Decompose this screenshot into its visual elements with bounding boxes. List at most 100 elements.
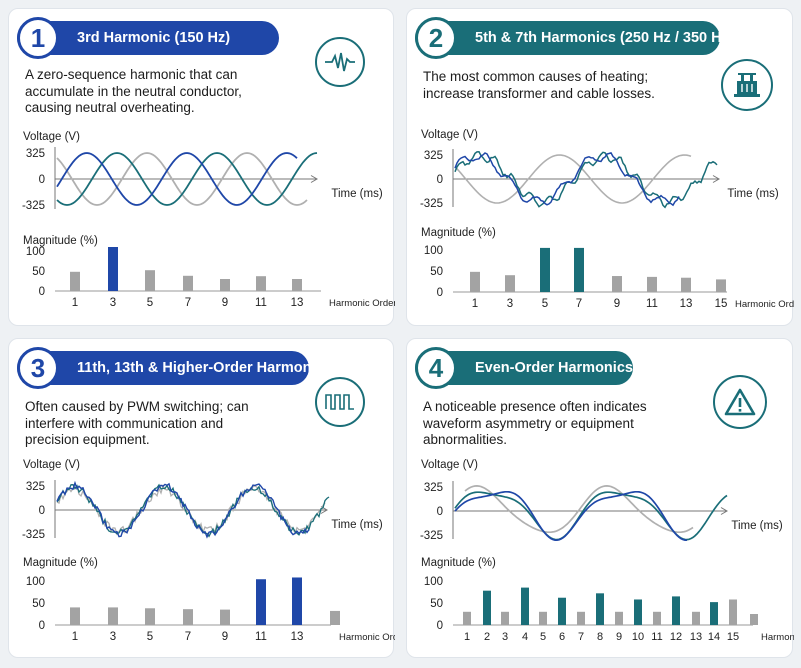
harmonic-order-tick-label: 5 <box>147 631 153 643</box>
panel-4-number: 4 <box>415 347 457 389</box>
time-axis-label: Time (ms) <box>331 188 382 200</box>
magnitude-bar <box>256 276 266 291</box>
voltage-tick-label: 0 <box>39 174 45 186</box>
waveform-even-b <box>454 491 728 541</box>
magnitude-bar <box>692 611 700 625</box>
harmonic-order-tick-label: 10 <box>632 631 644 643</box>
voltage-axis-label: Voltage (V) <box>421 459 478 471</box>
magnitude-bar <box>220 609 230 625</box>
panel-3-banner: 3 11th, 13th & Higher-Order Harmonics <box>17 347 332 389</box>
magnitude-tick-label: 100 <box>26 576 45 588</box>
panel-4: 4 Even-Order Harmonics A noticeable pres… <box>406 338 794 658</box>
magnitude-bar <box>108 607 118 625</box>
harmonic-order-tick-label: 11 <box>255 631 267 643</box>
magnitude-bar <box>470 271 480 292</box>
magnitude-tick-label: 100 <box>26 246 45 258</box>
voltage-tick-label: -325 <box>22 200 45 212</box>
waveform-pwm-a <box>56 480 310 539</box>
panel-2-description: The most common causes of heating; incre… <box>423 69 655 101</box>
voltage-axis-label: Voltage (V) <box>421 129 478 141</box>
harmonic-order-tick-label: 6 <box>559 631 565 643</box>
voltage-tick-label: -325 <box>420 530 443 542</box>
harmonic-order-tick-label: 4 <box>522 631 528 643</box>
harmonic-order-tick-label: 9 <box>222 297 228 309</box>
voltage-axis-label: Voltage (V) <box>23 459 80 471</box>
magnitude-bar <box>710 602 718 625</box>
panel-1-title: 3rd Harmonic (150 Hz) <box>77 30 231 46</box>
panel-2-title: 5th & 7th Harmonics (250 Hz / 350 Hz) <box>475 30 734 46</box>
magnitude-bar <box>70 607 80 625</box>
harmonic-order-tick-label: 11 <box>255 297 267 309</box>
magnitude-tick-label: 50 <box>32 266 45 278</box>
harmonic-order-tick-label: 2 <box>484 631 490 643</box>
harmonic-order-tick-label: 11 <box>646 298 658 310</box>
waveform-phase-a <box>56 152 298 206</box>
voltage-axis-label: Voltage (V) <box>23 131 80 143</box>
harmonic-order-tick-label: 11 <box>651 631 662 643</box>
voltage-tick-label: -325 <box>22 529 45 541</box>
voltage-tick-label: 0 <box>437 506 443 518</box>
magnitude-tick-label: 0 <box>437 620 443 632</box>
harmonic-order-tick-label: 7 <box>185 297 191 309</box>
harmonic-order-tick-label: 9 <box>616 631 622 643</box>
harmonic-order-axis-label: Harmonic Order <box>329 298 395 309</box>
panel-2-banner: 2 5th & 7th Harmonics (250 Hz / 350 Hz) <box>415 17 734 59</box>
panel-1-number: 1 <box>17 17 59 59</box>
magnitude-bar <box>596 593 604 625</box>
magnitude-bar <box>521 587 529 625</box>
magnitude-bar <box>330 610 340 625</box>
panel-2: 2 5th & 7th Harmonics (250 Hz / 350 Hz) … <box>406 8 794 326</box>
magnitude-bar <box>653 611 661 625</box>
time-axis-label: Time (ms) <box>331 519 382 531</box>
panel-2-number: 2 <box>415 17 457 59</box>
magnitude-bar <box>558 597 566 625</box>
harmonic-order-tick-label: 12 <box>670 631 682 643</box>
magnitude-bar <box>70 271 80 291</box>
harmonic-order-tick-label: 13 <box>291 631 304 643</box>
waveform-distorted-b <box>454 151 718 209</box>
magnitude-tick-label: 0 <box>437 287 443 299</box>
magnitude-tick-label: 50 <box>32 598 45 610</box>
panel-3-title: 11th, 13th & Higher-Order Harmonics <box>77 360 332 376</box>
magnitude-tick-label: 50 <box>430 266 443 278</box>
magnitude-bar <box>256 579 266 625</box>
magnitude-bar <box>501 611 509 625</box>
harmonic-order-tick-label: 13 <box>680 298 693 310</box>
waveform-fundamental <box>454 154 692 204</box>
magnitude-axis-label: Magnitude (%) <box>23 557 98 569</box>
waveform-icon <box>315 37 365 87</box>
magnitude-bar <box>183 609 193 625</box>
panel-3-description: Often caused by PWM switching; can inter… <box>25 399 249 447</box>
magnitude-tick-label: 100 <box>424 576 443 588</box>
magnitude-tick-label: 100 <box>424 245 443 257</box>
harmonic-order-tick-label: 1 <box>464 631 470 643</box>
magnitude-bar <box>483 590 491 625</box>
magnitude-bar <box>574 247 584 292</box>
voltage-tick-label: 325 <box>424 482 443 494</box>
magnitude-tick-label: 50 <box>430 598 443 610</box>
harmonic-order-axis-label: Harmonic Order <box>735 299 794 310</box>
harmonic-order-tick-label: 1 <box>72 631 78 643</box>
magnitude-bar <box>145 608 155 625</box>
harmonic-order-tick-label: 14 <box>708 631 720 643</box>
voltage-tick-label: 0 <box>39 505 45 517</box>
panel-1-description: A zero-sequence harmonic that can accumu… <box>25 67 242 115</box>
waveform-fundamental <box>464 485 694 534</box>
magnitude-bar <box>539 611 547 625</box>
harmonic-order-tick-label: 9 <box>222 631 228 643</box>
panel-1: 1 3rd Harmonic (150 Hz) A zero-sequence … <box>8 8 395 326</box>
panel-3: 3 11th, 13th & Higher-Order Harmonics Of… <box>8 338 395 658</box>
magnitude-bar <box>750 614 758 625</box>
harmonic-order-tick-label: 5 <box>542 298 548 310</box>
magnitude-axis-label: Magnitude (%) <box>421 557 496 569</box>
magnitude-bar <box>292 279 302 291</box>
harmonic-order-tick-label: 8 <box>597 631 603 643</box>
harmonic-order-tick-label: 7 <box>576 298 582 310</box>
panel-1-banner: 1 3rd Harmonic (150 Hz) <box>17 17 279 59</box>
panel-3-number: 3 <box>17 347 59 389</box>
magnitude-axis-label: Magnitude (%) <box>421 227 496 239</box>
time-axis-arrow <box>310 175 318 183</box>
magnitude-bar <box>145 270 155 291</box>
harmonic-order-tick-label: 9 <box>614 298 620 310</box>
